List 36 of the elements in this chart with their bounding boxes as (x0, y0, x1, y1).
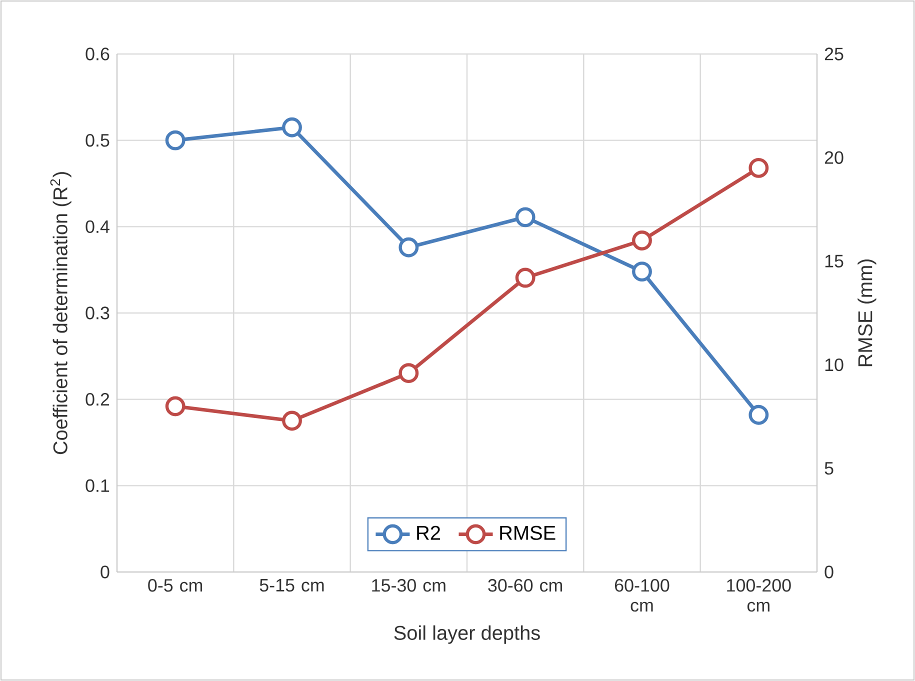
y-tick-label: 0.4 (86, 220, 110, 234)
y2-tick-label: 20 (824, 151, 844, 164)
point (165, 396, 186, 416)
x-tick-label: 100-200 cm (727, 579, 791, 612)
point (165, 130, 186, 150)
x-tick-label: 60-100 cm (614, 579, 670, 612)
y-tick-label: 0.1 (86, 479, 110, 492)
y-tick-label: 0.5 (86, 134, 110, 147)
legend-label: RMSE (500, 526, 556, 540)
x-axis-title: Soil layer depths (394, 625, 540, 644)
x-tick-label: 0-5 cm (148, 579, 202, 592)
point (515, 268, 536, 288)
y2-axis-title: RMSE (mm) (858, 259, 876, 366)
y-tick-label: 0 (100, 566, 110, 578)
point (748, 158, 769, 178)
point (632, 230, 652, 250)
point (398, 363, 419, 384)
y-axis-title: Coefficient of determination (R$^{2}$) (50, 172, 72, 454)
y-tick-label: 0.6 (86, 48, 110, 60)
point (515, 207, 536, 228)
point (282, 410, 302, 431)
y-tick-label: 0.2 (86, 392, 110, 406)
point (632, 262, 652, 282)
point (748, 404, 769, 425)
y2-tick-label: 5 (824, 462, 834, 475)
y2-tick-label: 25 (824, 48, 844, 60)
y-tick-label: 0.3 (86, 306, 110, 320)
x-tick-label: 5-15 cm (260, 579, 324, 592)
point (282, 117, 302, 138)
x-tick-label: 15-30 cm (372, 579, 446, 592)
point (398, 237, 419, 258)
x-tick-label: 30-60 cm (488, 579, 562, 592)
y2-tick-label: 0 (824, 566, 834, 578)
y2-tick-label: 15 (825, 254, 844, 268)
legend-label: R2 (417, 526, 440, 540)
y2-tick-label: 10 (825, 358, 844, 372)
